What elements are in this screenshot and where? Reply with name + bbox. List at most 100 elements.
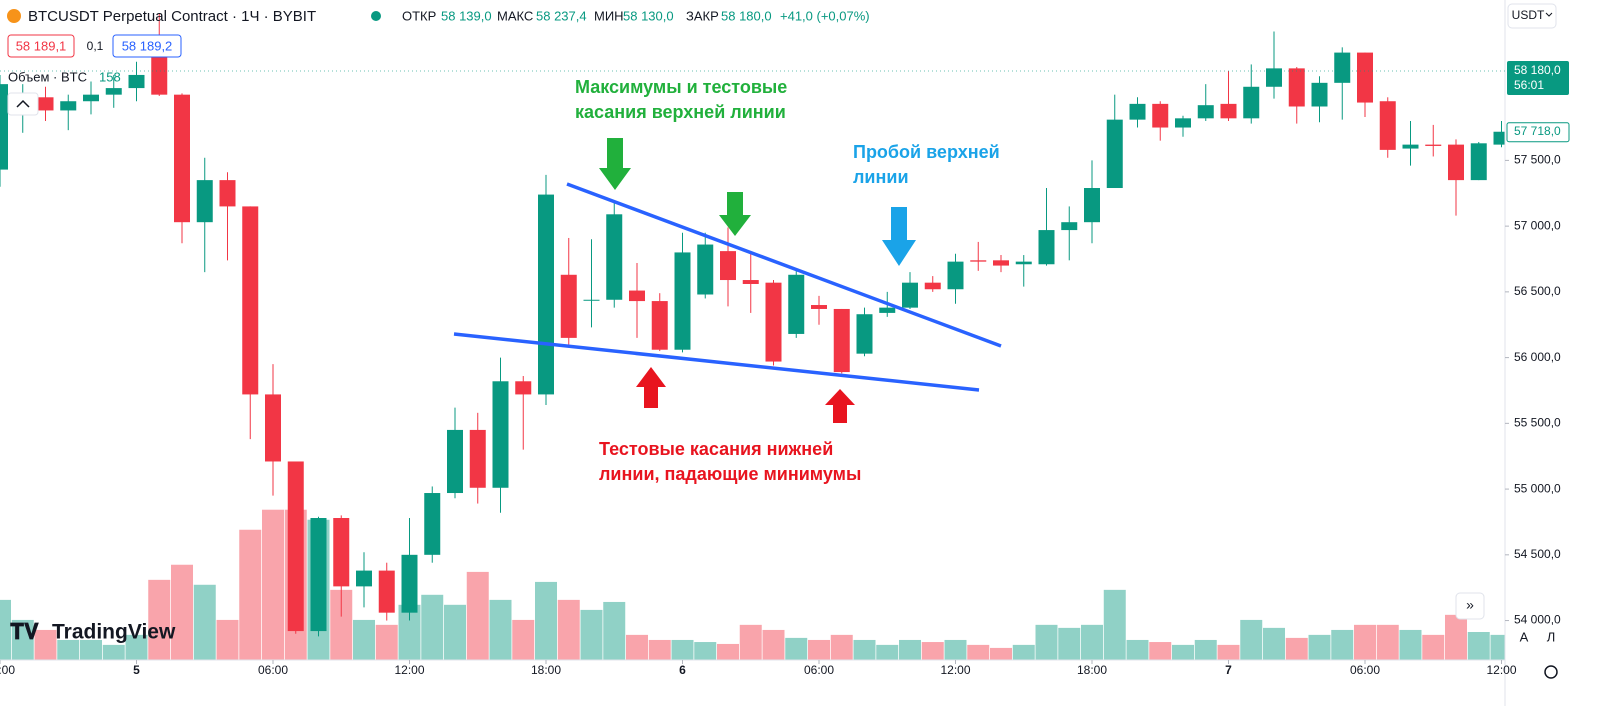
y-tick-label: 54 000,0 xyxy=(1514,613,1561,627)
candle-body xyxy=(1015,261,1032,265)
ohlc-value: 58 237,4 xyxy=(536,8,587,23)
arrow xyxy=(719,192,751,236)
candle-body xyxy=(560,274,577,338)
price-badge-label: 58 180,0 xyxy=(1514,63,1561,77)
logo: TradingView xyxy=(52,621,176,644)
auto-label: А xyxy=(1520,629,1529,644)
candle-body xyxy=(924,282,941,290)
volume-bar xyxy=(990,647,1012,660)
annotation: Максимумы и тестовые xyxy=(575,77,787,97)
candle-body xyxy=(401,554,418,613)
candle-body xyxy=(174,94,190,223)
volume-value: 158 xyxy=(99,69,121,84)
settings-icon[interactable] xyxy=(1544,665,1558,679)
candle-body xyxy=(492,381,509,488)
volume-bar xyxy=(102,644,125,660)
volume-bar xyxy=(125,634,148,660)
volume-bar xyxy=(1354,624,1376,660)
candle-body xyxy=(265,394,281,462)
volume-bar xyxy=(603,601,626,660)
candle-body xyxy=(583,299,600,301)
volume-bar xyxy=(512,619,535,660)
volume-bar xyxy=(216,619,239,660)
x-tick-label: 06:00 xyxy=(804,663,834,677)
candle-body xyxy=(879,307,896,313)
y-tick-label: 55 500,0 xyxy=(1514,416,1561,430)
candle-body xyxy=(333,518,350,587)
volume-bar xyxy=(1263,627,1285,660)
candle-body xyxy=(1470,143,1487,181)
volume-bar xyxy=(853,639,876,660)
candle-body xyxy=(128,74,145,89)
bid-box[interactable] xyxy=(7,34,75,58)
currency-button[interactable] xyxy=(1507,3,1557,29)
volume-bar xyxy=(557,599,580,660)
arrow xyxy=(636,367,666,408)
candle-body xyxy=(765,282,782,362)
volume-bar xyxy=(353,619,375,660)
volume-bar xyxy=(694,642,717,660)
volume-bar xyxy=(1308,634,1331,660)
candle-body xyxy=(811,305,827,309)
collapse-button[interactable] xyxy=(7,92,39,116)
candle-body xyxy=(856,314,873,354)
price-badge xyxy=(1507,60,1569,95)
volume-bar xyxy=(80,639,102,660)
volume-bar xyxy=(1081,624,1103,660)
volume-bar xyxy=(580,609,603,660)
ask-box[interactable] xyxy=(112,34,182,58)
price-timer: 56:01 xyxy=(1514,78,1544,92)
candle-body xyxy=(469,429,486,488)
x-tick-label: 18:00 xyxy=(1077,663,1107,677)
coin-icon xyxy=(7,9,21,23)
arrow xyxy=(825,389,855,423)
ohlc-change: +41,0 (+0,07%) xyxy=(780,8,870,23)
volume-bar xyxy=(1467,632,1490,660)
x-tick-label: 7 xyxy=(1225,663,1232,677)
candle-body xyxy=(1266,68,1282,87)
log-button[interactable] xyxy=(1539,626,1563,650)
candle-body xyxy=(242,206,259,395)
candle-body xyxy=(629,290,645,302)
volume-bar xyxy=(762,629,785,660)
volume-bar xyxy=(1376,624,1399,660)
ohlc-label: ОТКР xyxy=(402,8,436,23)
scroll-button[interactable] xyxy=(1455,592,1485,620)
status-dot xyxy=(371,11,381,21)
y-tick-label: 56 000,0 xyxy=(1514,350,1561,364)
bid: 58 189,1 xyxy=(16,38,67,53)
volume-bar xyxy=(0,599,11,660)
x-tick-label: 06:00 xyxy=(258,663,288,677)
candle-body xyxy=(993,260,1009,266)
currency: USDT xyxy=(1512,8,1545,22)
volume-bar xyxy=(1217,644,1240,660)
auto-button[interactable] xyxy=(1512,626,1536,650)
log-label: Л xyxy=(1547,629,1556,644)
candle-body xyxy=(105,88,122,95)
candle-body xyxy=(833,308,850,373)
chevron xyxy=(16,99,30,108)
volume-bar xyxy=(967,644,990,660)
x-tick-label: 12:00 xyxy=(394,663,424,677)
candle-body xyxy=(1220,103,1237,119)
candle-body xyxy=(60,101,77,111)
candle-body xyxy=(1311,82,1328,107)
spread: 0,1 xyxy=(87,39,104,53)
price-badge-label: 57 718,0 xyxy=(1514,124,1561,138)
candle-body xyxy=(1061,222,1078,231)
arrow xyxy=(882,207,916,266)
scroll-icon: » xyxy=(1466,597,1474,613)
candle-body xyxy=(1448,144,1464,181)
volume-bar xyxy=(830,634,853,660)
candle-body xyxy=(1175,118,1191,128)
ohlc-value: 58 180,0 xyxy=(721,8,772,23)
candle-body xyxy=(970,260,987,262)
volume-bar xyxy=(1103,589,1126,660)
volume-bar xyxy=(808,639,830,660)
candle-body xyxy=(674,252,691,350)
x-tick-label: 18:00 xyxy=(531,663,561,677)
candle-body xyxy=(651,301,668,350)
annotation: касания верхней линии xyxy=(575,102,786,122)
ohlc-label: МИН xyxy=(594,8,624,23)
